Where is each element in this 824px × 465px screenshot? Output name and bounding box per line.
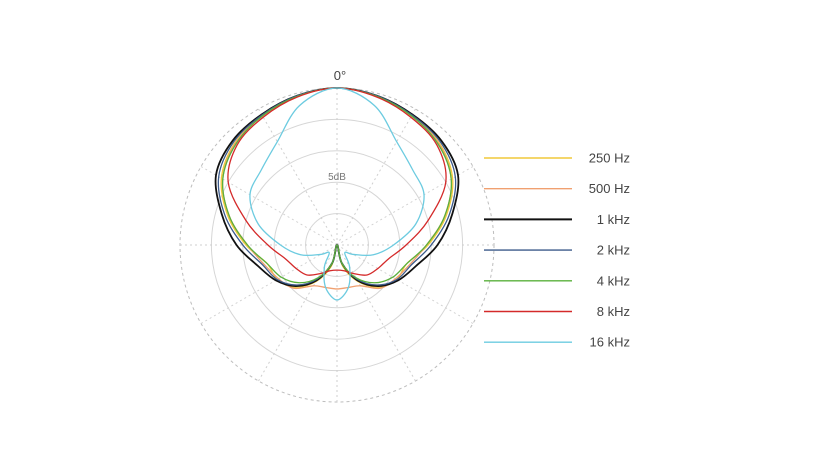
legend: 250 Hz 500 Hz 1 kHz 2 kHz 4 kHz 8 kHz 16 kHz <box>484 151 630 350</box>
legend-label: 500 Hz <box>589 181 630 196</box>
angle-label-0: 0° <box>334 68 346 83</box>
legend-label: 8 kHz <box>597 304 630 319</box>
grid-spoke-30 <box>336 108 416 246</box>
grid-ring-2 <box>273 181 401 309</box>
grid-spoke-240 <box>200 244 338 324</box>
series-line-4-khz <box>221 87 453 284</box>
series-line-16-khz <box>249 87 425 301</box>
legend-item-1-khz: 1 kHz <box>484 212 630 227</box>
grid-spoke-330 <box>258 108 338 246</box>
polar-series <box>214 87 460 301</box>
legend-label: 1 kHz <box>597 212 630 227</box>
grid-spoke-120 <box>336 244 474 324</box>
legend-label: 2 kHz <box>597 243 630 258</box>
legend-label: 16 kHz <box>590 335 630 350</box>
legend-label: 4 kHz <box>597 273 630 288</box>
legend-label: 250 Hz <box>589 151 630 166</box>
legend-item-2-khz: 2 kHz <box>484 243 630 258</box>
legend-item-500-hz: 500 Hz <box>484 181 630 196</box>
legend-item-4-khz: 4 kHz <box>484 273 630 288</box>
ring-label: 5dB <box>328 172 346 183</box>
legend-item-16-khz: 16 kHz <box>484 335 630 350</box>
legend-item-8-khz: 8 kHz <box>484 304 630 319</box>
series-line-8-khz <box>227 87 447 276</box>
legend-item-250-hz: 250 Hz <box>484 151 630 166</box>
grid-spoke-60 <box>336 166 474 246</box>
grid-spoke-300 <box>200 166 338 246</box>
